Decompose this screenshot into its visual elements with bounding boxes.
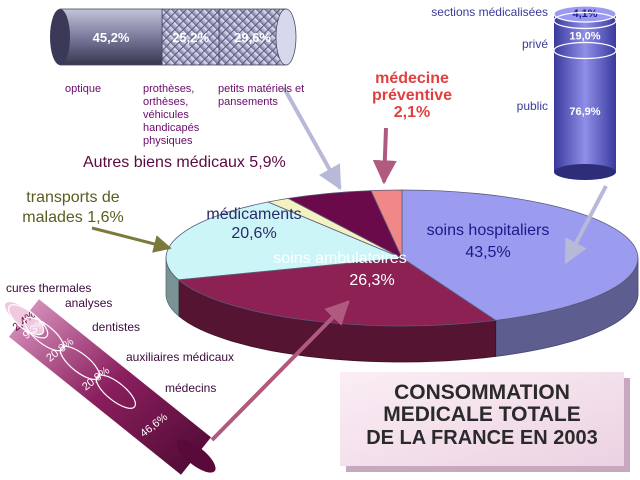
- pie-label-soins-ambulatoires: soins ambulatoires 26,3%: [273, 250, 406, 289]
- hcyl-value-label: 25,2%: [172, 30, 209, 45]
- pie-slice-5: [370, 189, 403, 259]
- title-panel: [340, 372, 624, 466]
- hcyl-category-line: pansements: [218, 96, 278, 108]
- arrow-soins-hospitaliers: [564, 185, 608, 265]
- pie-slice-0: [401, 189, 639, 321]
- vcyl-segment-edge-0: [553, 5, 617, 23]
- pie-label-line: médecine: [375, 70, 449, 87]
- title-box: CONSOMMATION MEDICALE TOTALE DE LA FRANC…: [340, 372, 630, 472]
- title-line-3: DE LA FRANCE EN 2003: [366, 427, 598, 449]
- vcyl-bottom-cap: [554, 164, 616, 180]
- arrow-autres-biens: [282, 87, 342, 191]
- pie-labels: soins hospitaliers 43,5% soins ambulatoir…: [22, 70, 549, 289]
- pipe-category-label: dentistes: [92, 320, 140, 334]
- hcyl-value-label: 45,2%: [93, 30, 130, 45]
- vcyl-category-label: privé: [522, 37, 548, 51]
- arrow-medecine-preventive: [372, 127, 397, 185]
- pie-label-medicaments: médicaments 20,6%: [206, 206, 301, 242]
- arrow-soins-ambulatoires: [210, 300, 350, 442]
- vcyl-category-label: sections médicalisées: [431, 5, 548, 19]
- hcyl-category-line: optique: [65, 83, 101, 95]
- pipe-end-cap: [176, 439, 216, 473]
- title-line-1: CONSOMMATION: [394, 381, 570, 404]
- arrow-transports: [91, 226, 172, 253]
- hcyl-category-line: prothèses,: [143, 83, 194, 95]
- soins-ambulatoires-pipe: 2,4%cures thermales9,3%analyses20,8%dent…: [3, 281, 234, 475]
- pie-chart: [165, 189, 639, 363]
- hcyl-category-label: optique: [65, 83, 101, 95]
- pie-slice-1: [177, 257, 497, 327]
- pie-label-soins-hospitaliers: soins hospitaliers 43,5%: [427, 222, 550, 261]
- pie-label-line: transports de: [26, 189, 119, 206]
- pipe-segment-edge-4: [95, 374, 136, 409]
- pie-label-line: Autres biens médicaux 5,9%: [83, 154, 286, 171]
- pie-label-line: 43,5%: [465, 244, 510, 261]
- hcyl-category-line: physiques: [143, 135, 193, 147]
- hcyl-category-label: petits matériels et pansements: [218, 83, 304, 108]
- pipe-segment-edge-2: [23, 316, 65, 352]
- hcyl-value-label: 29,6%: [234, 30, 271, 45]
- pie-slice-2: [165, 201, 403, 281]
- pipe-category-label: cures thermales: [6, 281, 91, 295]
- hcyl-segment-1: [161, 8, 220, 66]
- vcyl-segment-edge-1: [553, 11, 617, 30]
- pipe-body: [9, 299, 211, 475]
- hcyl-category-line: handicapés: [143, 122, 200, 134]
- vcyl-value-label: 76,9%: [569, 106, 600, 118]
- vcyl-category-label: public: [517, 99, 548, 113]
- pipe-category-label: auxiliaires médicaux: [126, 350, 234, 364]
- vcyl-segment-edge-2: [553, 41, 617, 60]
- pie-label-line: 26,3%: [349, 272, 394, 289]
- autres-biens-cylinder: 45,2% 25,2% 29,6% optique prothèses, orthèses…: [50, 8, 304, 147]
- hcyl-category-line: véhicules: [143, 109, 189, 121]
- vcyl-body: [554, 14, 616, 172]
- soins-hospitaliers-cylinder: 4,1% 19,0% 76,9% sections médicalisées privé…: [431, 5, 617, 180]
- pie-label-line: malades 1,6%: [22, 209, 123, 226]
- pie-label-line: préventive: [372, 87, 452, 104]
- pie-label-line: 2,1%: [394, 104, 430, 121]
- title-line-2: MEDICALE TOTALE: [383, 403, 581, 426]
- pipe-category-label: médecins: [165, 381, 216, 395]
- hcyl-category-line: petits matériels et: [218, 83, 304, 95]
- pie-label-line: 20,6%: [231, 225, 276, 242]
- pie-label-transports: transports de malades 1,6%: [22, 189, 123, 226]
- hcyl-segment-0: [59, 8, 163, 66]
- pipe-segment-edge-3: [59, 345, 101, 381]
- pipe-category-label: analyses: [65, 296, 112, 310]
- hcyl-category-label: prothèses, orthèses, véhicules handicapés ph…: [143, 83, 200, 147]
- vcyl-value-label: 19,0%: [569, 30, 600, 42]
- pipe-segment-edge-1: [7, 304, 49, 339]
- pie-label-line: soins hospitaliers: [427, 222, 550, 239]
- pie-label-line: soins ambulatoires: [273, 250, 406, 267]
- vcyl-value-label: 4,1%: [572, 8, 597, 20]
- hcyl-category-line: orthèses,: [143, 96, 188, 108]
- pie-label-line: médicaments: [206, 206, 301, 223]
- pie-label-medecine-preventive: médecine préventive 2,1%: [372, 70, 452, 121]
- hcyl-right-cap: [275, 8, 297, 66]
- connector-arrows: [91, 87, 608, 442]
- hcyl-segment-2: [218, 8, 287, 66]
- hcyl-left-cap: [50, 9, 70, 65]
- pie-label-autres-biens: Autres biens médicaux 5,9%: [83, 154, 286, 171]
